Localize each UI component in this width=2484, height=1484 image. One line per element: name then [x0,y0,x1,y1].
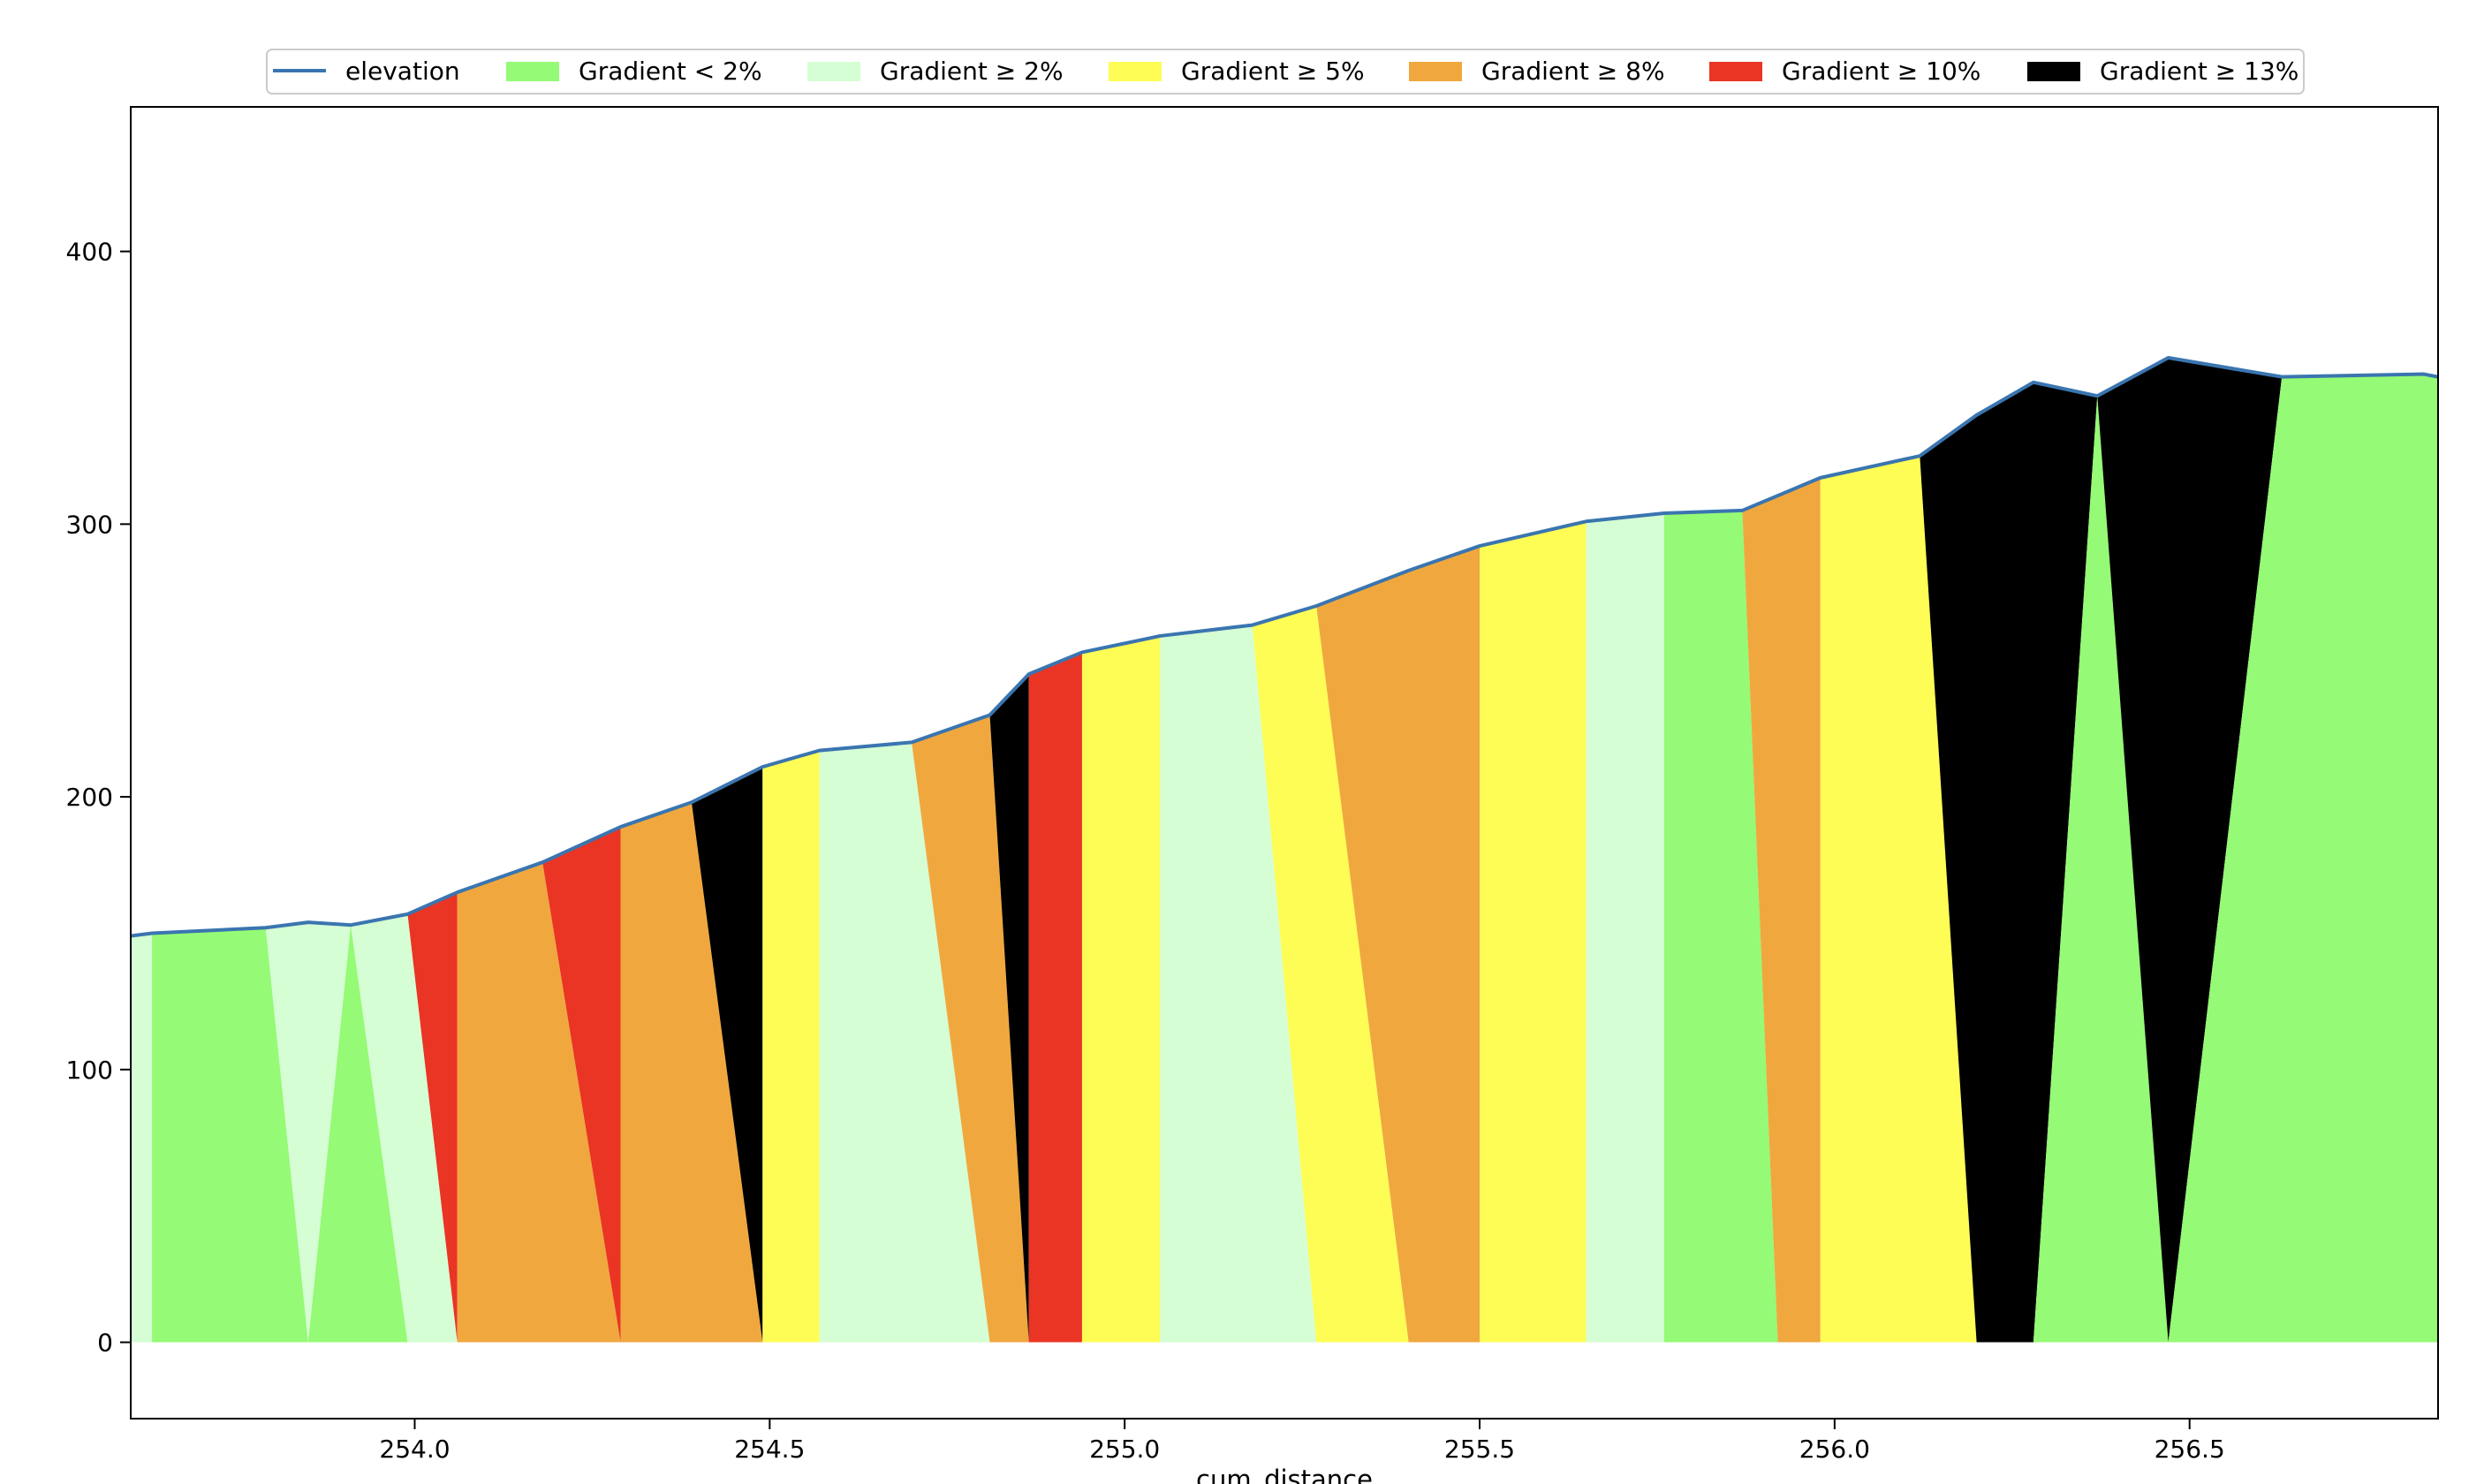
plot-frame [130,106,2439,1420]
gradient-band-20 [1586,513,1664,1343]
gradient-band-10 [762,750,820,1343]
legend-box [266,49,2305,95]
gradient-band-23 [1820,456,1977,1343]
legend-label: elevation [345,57,460,86]
gradient-band-12 [912,715,1029,1343]
gradient-band-15 [1081,635,1161,1343]
gradient-band-24 [1920,382,2098,1343]
gradient-band-3 [307,925,408,1343]
gradient-band-4 [351,913,458,1343]
x-tick-label: 254.5 [734,1435,805,1464]
gradient-band-0 [131,933,153,1343]
gradient-band-13 [989,674,1029,1343]
gradient-band-6 [457,862,621,1343]
y-axis: 0 100 200 300 400 [66,238,131,1358]
legend-swatch [1709,62,1762,81]
legend-swatch [506,62,559,81]
gradient-band-11 [819,742,990,1343]
legend-item: Gradient ≥ 10% [1709,57,1980,86]
gradient-band-2 [265,922,352,1343]
gradient-band-21 [1663,510,1778,1343]
legend-swatch [1409,62,1462,81]
legend-item: Gradient < 2% [506,57,762,86]
legend-item: Gradient ≥ 8% [1409,57,1665,86]
gradient-band-26 [2097,358,2283,1343]
gradient-band-19 [1480,521,1587,1343]
gradient-band-27 [2168,374,2438,1343]
elevation-line [131,356,2438,938]
x-tick-label: 255.0 [1089,1435,1160,1464]
x-tick-label: 256.5 [2155,1435,2225,1464]
gradient-band-1 [152,928,308,1343]
gradient-band-25 [2033,396,2169,1343]
legend-item: Gradient ≥ 2% [807,57,1064,86]
x-tick-label: 256.0 [1799,1435,1870,1464]
legend-label: Gradient ≥ 10% [1782,57,1980,86]
gradient-bands [131,358,2438,1343]
gradient-band-22 [1742,477,1821,1343]
legend-swatch [1109,62,1162,81]
gradient-band-14 [1028,652,1082,1343]
legend-item: Gradient ≥ 5% [1109,57,1365,86]
legend-item: Gradient ≥ 13% [2027,57,2298,86]
gradient-band-17 [1252,605,1409,1343]
y-tick-label: 0 [97,1329,113,1358]
legend-swatch [807,62,860,81]
gradient-band-18 [1316,546,1481,1343]
legend-label: Gradient ≥ 5% [1181,57,1365,86]
y-tick-label: 300 [66,510,113,539]
y-tick-label: 400 [66,238,113,267]
x-axis-title: cum_distance [1196,1465,1373,1484]
x-tick-label: 254.0 [379,1435,450,1464]
elevation-line-layer [131,356,2438,938]
legend-item: elevation [273,57,460,86]
y-tick-label: 100 [66,1056,113,1085]
legend-label: Gradient < 2% [579,57,762,86]
y-tick-label: 200 [66,783,113,812]
legend-label: Gradient ≥ 8% [1481,57,1665,86]
x-tick-label: 255.5 [1444,1435,1515,1464]
gradient-band-8 [620,802,763,1343]
legend-label: Gradient ≥ 2% [880,57,1064,86]
gradient-band-9 [691,767,763,1343]
legend-label: Gradient ≥ 13% [2100,57,2298,86]
gradient-band-7 [542,827,621,1343]
x-axis: 254.0 254.5 255.0 255.5 256.0 256.5 [379,1419,2225,1464]
gradient-band-16 [1160,625,1317,1343]
legend-swatch [2027,62,2080,81]
legend: elevation Gradient < 2% Gradient ≥ 2% Gradi… [266,49,2305,95]
gradient-band-5 [407,892,458,1343]
